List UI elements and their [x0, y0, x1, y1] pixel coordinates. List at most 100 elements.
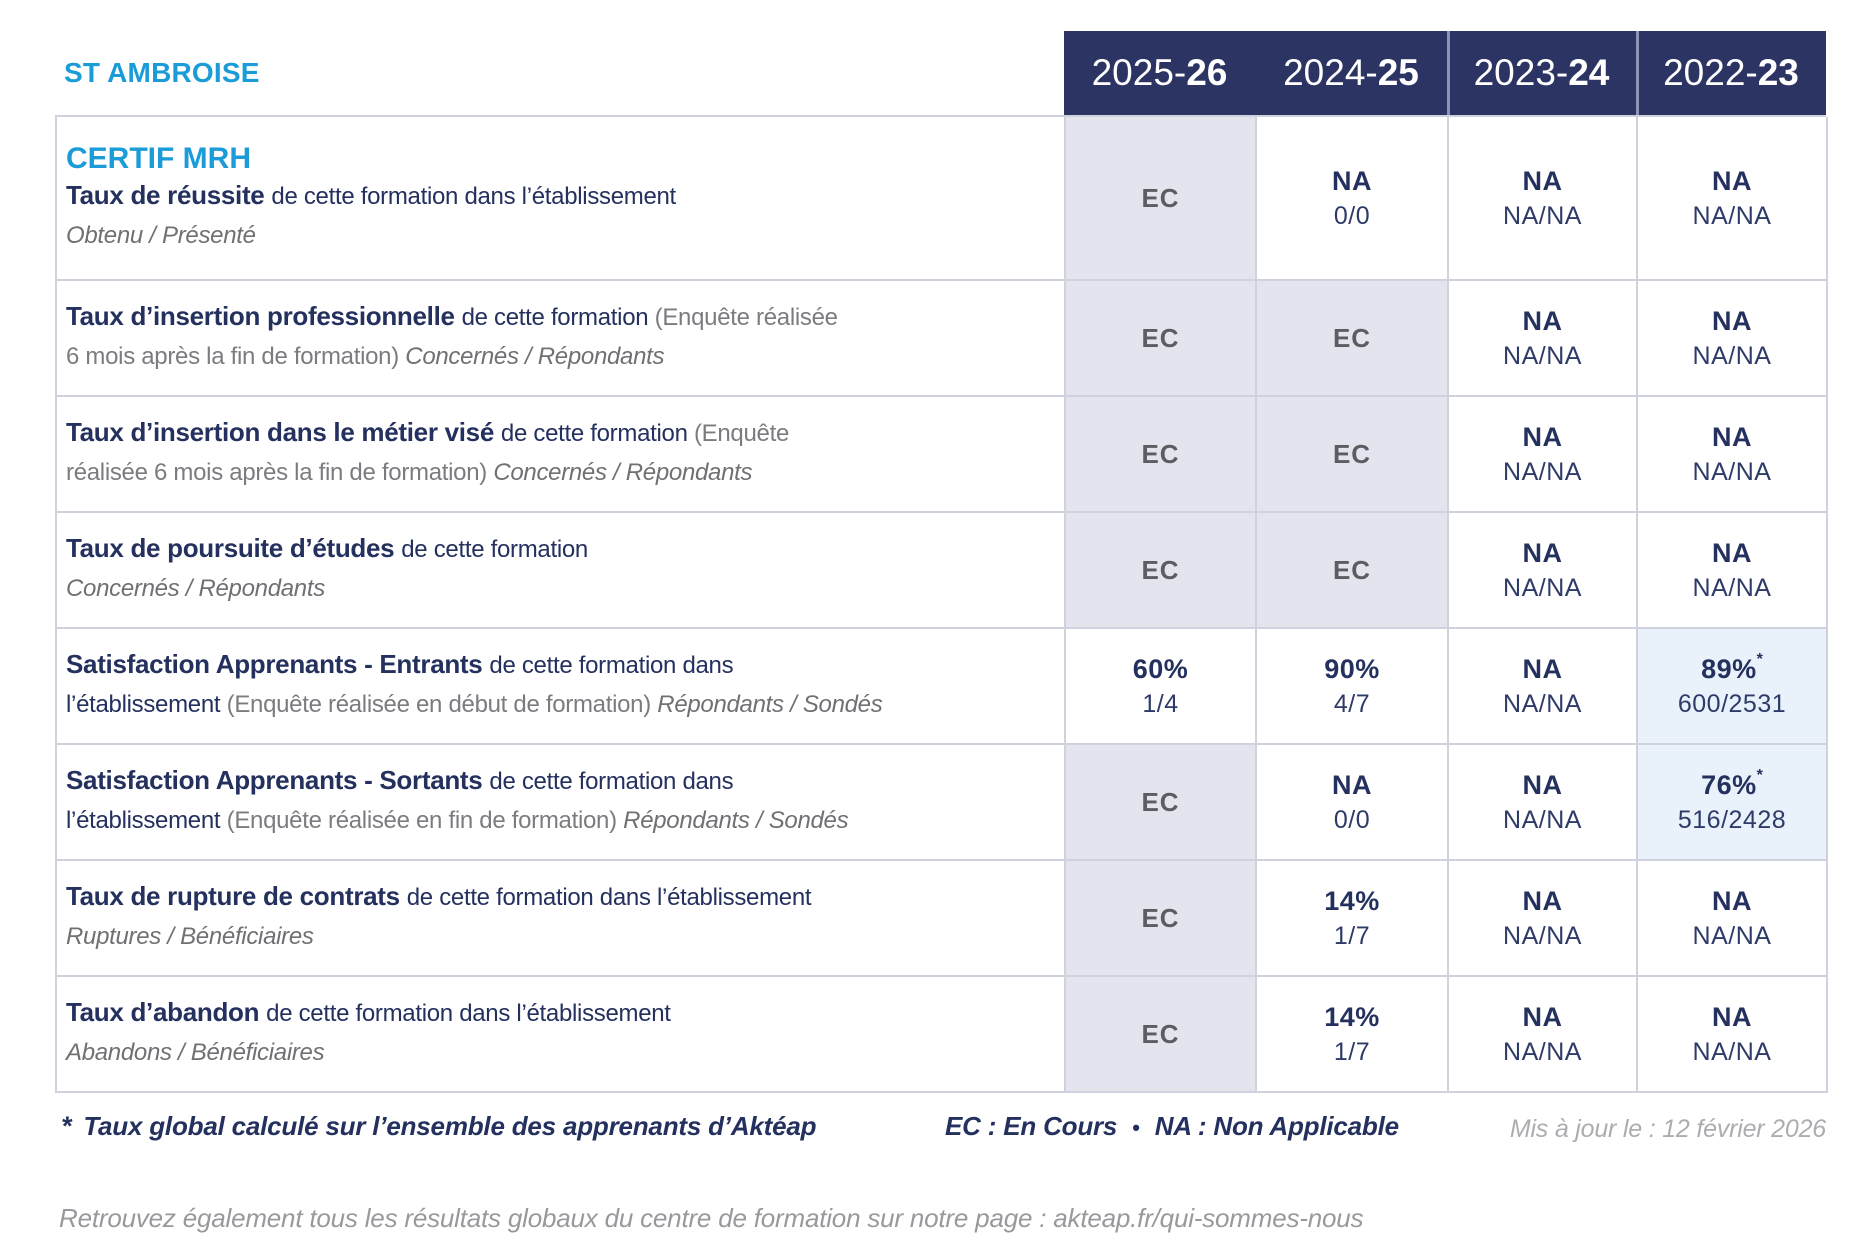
- abbreviations-legend: EC : En Cours • NA : Non Applicable: [945, 1111, 1399, 1142]
- label-segment-desc: l’établissement: [66, 807, 227, 834]
- label-segment-note: (Enquête: [693, 420, 789, 447]
- year-header-2025-26: 2025- 26: [1064, 31, 1255, 115]
- row-label-line: Taux d’insertion dans le métier visé de …: [66, 414, 1058, 455]
- cell-main-value: EC: [1141, 554, 1180, 585]
- label-segment-title: Taux de réussite: [66, 179, 272, 210]
- row-label-line: Satisfaction Apprenants - Sortants de ce…: [66, 762, 1058, 803]
- label-segment-italic: Répondants / Sondés: [657, 691, 883, 718]
- cell-poursuite-etudes-2024-25: EC: [1257, 513, 1449, 629]
- cell-main-value: NA: [1522, 769, 1563, 800]
- row-label-line: l’établissement (Enquête réalisée en fin…: [66, 803, 1058, 842]
- cell-sub-value: NA/NA: [1692, 573, 1772, 602]
- year-header-2023-24: 2023- 24: [1447, 31, 1636, 115]
- cell-main-value: NA: [1712, 305, 1752, 336]
- label-segment-desc: de cette formation dans l’établissement: [271, 182, 676, 210]
- cell-sub-value: 1/7: [1333, 921, 1371, 950]
- cell-main-value: NA: [1522, 165, 1563, 196]
- label-segment-note: (Enquête réalisée en début de formation): [226, 691, 658, 718]
- footer: * Taux global calculé sur l’ensemble des …: [55, 1109, 1826, 1155]
- cell-taux-reussite-2025-26: EC: [1066, 117, 1257, 281]
- cell-main-value: NA: [1712, 165, 1752, 196]
- year-prefix: 2022-: [1663, 52, 1758, 93]
- cell-satisfaction-entrants-2024-25: 90% 4/7: [1257, 629, 1449, 745]
- cell-main-value: NA: [1712, 537, 1752, 568]
- cell-insertion-metier-vise-2025-26: EC: [1066, 397, 1257, 513]
- cell-main-value: NA: [1522, 305, 1563, 336]
- cell-abandon-2023-24: NA NA/NA: [1449, 977, 1638, 1093]
- cell-main-value: NA: [1522, 653, 1563, 684]
- cell-rupture-contrats-2023-24: NA NA/NA: [1449, 861, 1638, 977]
- cell-main-value: EC: [1332, 322, 1372, 353]
- establishment-name: ST AMBROISE: [64, 57, 260, 88]
- label-segment-desc: de cette formation: [401, 536, 588, 563]
- row-label-rupture-contrats: Taux de rupture de contrats de cette for…: [57, 861, 1066, 977]
- cell-sub-value: NA/NA: [1503, 921, 1582, 950]
- row-label-line: Taux d’abandon de cette formation dans l…: [66, 994, 1058, 1035]
- year-prefix: 2023-: [1473, 52, 1569, 93]
- row-label-line: Taux de réussite de cette formation dans…: [66, 177, 1058, 218]
- cell-main-value: 60%: [1132, 653, 1189, 684]
- cell-main-value: EC: [1141, 322, 1180, 353]
- label-segment-title: Satisfaction Apprenants - Sortants: [66, 765, 490, 795]
- label-segment-note: réalisée 6 mois après la fin de formatio…: [66, 459, 494, 486]
- cell-main-value: EC: [1332, 554, 1372, 585]
- cell-main-value: EC: [1141, 1018, 1180, 1049]
- legend-na: NA : Non Applicable: [1154, 1111, 1399, 1141]
- cell-main-value: NA: [1522, 421, 1563, 452]
- cell-sub-value: NA/NA: [1503, 201, 1582, 230]
- label-segment-title: Satisfaction Apprenants - Entrants: [66, 649, 490, 679]
- cell-main-value: NA: [1332, 769, 1372, 800]
- year-suffix: 23: [1757, 52, 1799, 93]
- year-header-2022-23: 2022- 23: [1636, 31, 1826, 115]
- cell-sub-value: 1/7: [1333, 1037, 1371, 1066]
- results-sheet: ST AMBROISE 2025- 26 2024- 25 2023- 24 2022- 23…: [55, 0, 1828, 1234]
- cell-sub-value: 0/0: [1333, 805, 1371, 834]
- label-segment-desc: de cette formation dans l’établissement: [406, 884, 812, 911]
- cell-insertion-professionnelle-2022-23: NA NA/NA: [1638, 281, 1828, 397]
- cell-poursuite-etudes-2022-23: NA NA/NA: [1638, 513, 1828, 629]
- row-label-line: Concernés / Répondants: [66, 571, 1058, 610]
- cell-sub-value: 0/0: [1333, 201, 1371, 230]
- cell-satisfaction-entrants-2022-23: 89%* 600/2531: [1638, 629, 1828, 745]
- cell-sub-value: NA/NA: [1692, 457, 1772, 486]
- label-segment-desc: de cette formation dans l’établissement: [266, 1000, 671, 1027]
- row-label-abandon: Taux d’abandon de cette formation dans l…: [57, 977, 1066, 1093]
- label-segment-italic: Ruptures / Bénéficiaires: [66, 923, 314, 950]
- cell-sub-value: NA/NA: [1692, 1037, 1772, 1066]
- cell-sub-value: NA/NA: [1692, 921, 1772, 950]
- cell-main-value: 89%*: [1701, 650, 1763, 684]
- footnote-text: Taux global calculé sur l’ensemble des a…: [83, 1111, 817, 1141]
- results-table: CERTIF MRH Taux de réussite de cette form…: [55, 115, 1828, 1093]
- cell-main-value: 14%: [1324, 1001, 1380, 1032]
- cell-abandon-2024-25: 14% 1/7: [1257, 977, 1449, 1093]
- row-label-line: Obtenu / Présenté: [66, 218, 1058, 257]
- row-label-line: Taux d’insertion professionnelle de cett…: [66, 298, 1058, 339]
- cell-taux-reussite-2022-23: NA NA/NA: [1638, 117, 1828, 281]
- global-rate-footnote: * Taux global calculé sur l’ensemble des …: [61, 1111, 817, 1142]
- cell-main-value: EC: [1141, 438, 1180, 469]
- cell-main-value: 90%: [1324, 653, 1380, 684]
- cell-main-value: NA: [1522, 537, 1563, 568]
- updated-date: Mis à jour le : 12 février 2026: [1509, 1115, 1826, 1143]
- cell-main-value: EC: [1141, 182, 1180, 213]
- label-segment-italic: Concernés / Répondants: [493, 459, 753, 486]
- row-label-insertion-professionnelle: Taux d’insertion professionnelle de cett…: [57, 281, 1066, 397]
- row-label-line: l’établissement (Enquête réalisée en déb…: [66, 687, 1058, 726]
- cell-rupture-contrats-2025-26: EC: [1066, 861, 1257, 977]
- cell-rupture-contrats-2022-23: NA NA/NA: [1638, 861, 1828, 977]
- row-label-line: 6 mois après la fin de formation) Concer…: [66, 339, 1058, 378]
- cell-insertion-professionnelle-2024-25: EC: [1257, 281, 1449, 397]
- cell-sub-value: NA/NA: [1503, 805, 1582, 834]
- row-label-line: Abandons / Bénéficiaires: [66, 1035, 1058, 1074]
- label-segment-title: Taux d’insertion dans le métier visé: [66, 417, 501, 447]
- year-prefix: 2025-: [1091, 52, 1187, 93]
- label-segment-desc: de cette formation dans: [489, 768, 734, 795]
- label-segment-desc: de cette formation dans: [489, 652, 734, 679]
- cell-insertion-professionnelle-2025-26: EC: [1066, 281, 1257, 397]
- brand-cell: ST AMBROISE: [55, 31, 1064, 115]
- cell-satisfaction-sortants-2024-25: NA 0/0: [1257, 745, 1449, 861]
- row-label-line: Satisfaction Apprenants - Entrants de ce…: [66, 646, 1058, 687]
- row-label-poursuite-etudes: Taux de poursuite d’études de cette form…: [57, 513, 1066, 629]
- row-label-line: réalisée 6 mois après la fin de formatio…: [66, 455, 1058, 494]
- cell-insertion-metier-vise-2022-23: NA NA/NA: [1638, 397, 1828, 513]
